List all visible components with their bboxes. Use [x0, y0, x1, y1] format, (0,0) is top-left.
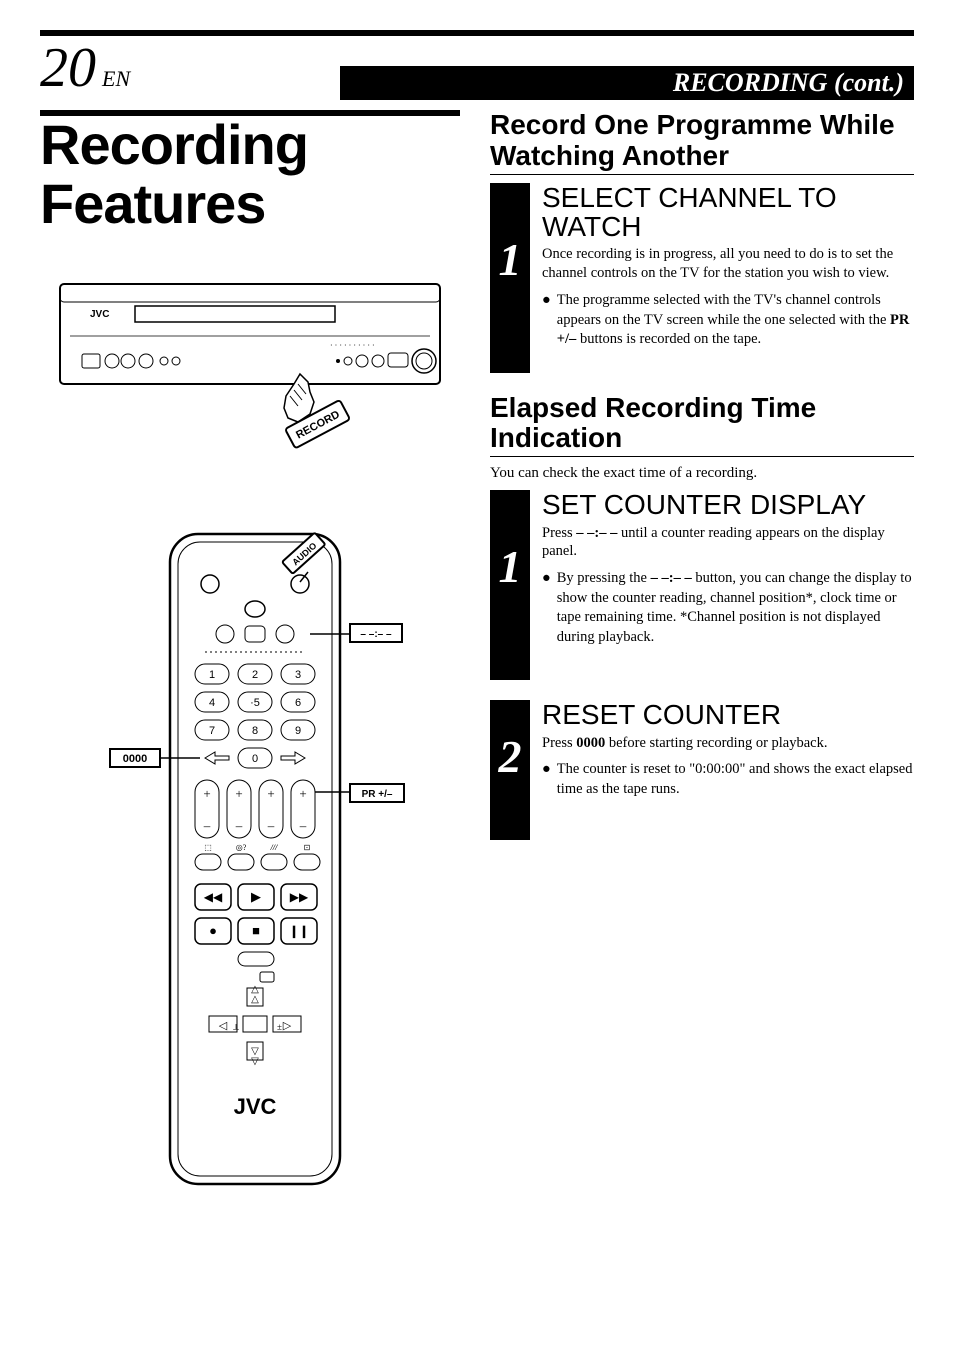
section-banner: RECORDING (cont.) [340, 66, 914, 100]
svg-text:◁: ◁ [219, 1020, 228, 1032]
step-reset-counter: 2 RESET COUNTER Press 0000 before starti… [490, 700, 914, 840]
bullet-item: ● The programme selected with the TV's c… [542, 291, 914, 350]
svg-text:△: △ [251, 984, 259, 995]
svg-text:2: 2 [252, 669, 258, 681]
step-number: 1 [490, 183, 530, 373]
svg-text:+: + [235, 786, 242, 801]
svg-text:0: 0 [252, 753, 258, 765]
bullet-dot-icon: ● [542, 569, 551, 647]
bullet-item: ● The counter is reset to "0:00:00" and … [542, 760, 914, 799]
svg-text:❙❙: ❙❙ [289, 924, 309, 939]
svg-text:1: 1 [209, 669, 215, 681]
main-title: Recording Features [40, 116, 460, 234]
step-desc: Once recording is in progress, all you n… [542, 245, 914, 283]
step-title: SET COUNTER DISPLAY [542, 490, 914, 519]
svg-text:▶▶: ▶▶ [290, 890, 309, 904]
svg-text:+: + [299, 786, 306, 801]
bullet-dot-icon: ● [542, 760, 551, 799]
svg-text:9: 9 [295, 725, 301, 737]
svg-text:7: 7 [209, 725, 215, 737]
step-select-channel: 1 SELECT CHANNEL TO WATCH Once recording… [490, 183, 914, 373]
right-column: Record One Programme While Watching Anot… [490, 110, 914, 1244]
intro-text: You can check the exact time of a record… [490, 465, 914, 482]
remote-illustration: AUDIO – –:– – 1 2 3 4 ·5 6 7 8 9 [40, 524, 460, 1204]
subsection-record-while-watching: Record One Programme While Watching Anot… [490, 110, 914, 175]
bullet-item: ● By pressing the – –:– – button, you ca… [542, 569, 914, 647]
svg-text:4: 4 [209, 697, 215, 709]
svg-text:⊡: ⊡ [304, 843, 311, 852]
svg-text:6: 6 [295, 697, 301, 709]
page-number: 20 [40, 36, 96, 100]
bullet-dot-icon: ● [542, 291, 551, 350]
remote-svg: AUDIO – –:– – 1 2 3 4 ·5 6 7 8 9 [50, 524, 450, 1204]
svg-text:– –:– –: – –:– – [360, 629, 392, 640]
svg-text:+: + [203, 786, 210, 801]
step-title: RESET COUNTER [542, 700, 914, 729]
page-lang: EN [102, 66, 130, 92]
step-title: SELECT CHANNEL TO WATCH [542, 183, 914, 242]
vcr-brand-text: JVC [90, 309, 109, 320]
svg-text:–: – [299, 818, 307, 833]
svg-text:●: ● [209, 923, 217, 938]
remote-brand-text: JVC [234, 1094, 277, 1119]
vcr-illustration: JVC · · · · [40, 274, 460, 484]
svg-text:+: + [267, 786, 274, 801]
step-set-counter: 1 SET COUNTER DISPLAY Press – –:– – unti… [490, 490, 914, 680]
svg-text:–: – [235, 818, 243, 833]
bullet-text: By pressing the – –:– – button, you can … [557, 569, 914, 647]
svg-text:8: 8 [252, 725, 258, 737]
vcr-svg: JVC · · · · [50, 274, 450, 484]
svg-text:0000: 0000 [123, 753, 147, 765]
svg-text:▷: ▷ [283, 1020, 292, 1032]
svg-text:±: ± [277, 1022, 282, 1032]
svg-text:△: △ [251, 994, 259, 1005]
bullet-text: The counter is reset to "0:00:00" and sh… [557, 760, 914, 799]
svg-text:⬚: ⬚ [204, 843, 212, 852]
svg-text:▶: ▶ [251, 889, 261, 904]
svg-text:◀◀: ◀◀ [204, 890, 223, 904]
svg-text:⟂: ⟂ [233, 1022, 239, 1032]
svg-text:·5: ·5 [250, 697, 260, 709]
svg-text:PR +/–: PR +/– [362, 789, 393, 800]
bullet-text: The programme selected with the TV's cha… [557, 291, 914, 350]
svg-text:–: – [203, 818, 211, 833]
step-number: 1 [490, 490, 530, 680]
subsection-elapsed-time: Elapsed Recording Time Indication [490, 393, 914, 458]
svg-text:◎?: ◎? [236, 843, 247, 852]
step-desc: Press – –:– – until a counter reading ap… [542, 524, 914, 562]
svg-text:▽: ▽ [251, 1056, 259, 1067]
svg-text:· · · · · · · · · ·: · · · · · · · · · · [330, 341, 375, 350]
left-column: Recording Features JVC [40, 110, 460, 1244]
step-desc: Press 0000 before starting recording or … [542, 734, 914, 753]
svg-text:///: /// [270, 843, 278, 852]
svg-text:■: ■ [252, 923, 260, 938]
page-number-block: 20 EN [40, 36, 130, 100]
step-number: 2 [490, 700, 530, 840]
svg-text:3: 3 [295, 669, 301, 681]
page-header: 20 EN RECORDING (cont.) [40, 30, 914, 100]
svg-text:–: – [267, 818, 275, 833]
